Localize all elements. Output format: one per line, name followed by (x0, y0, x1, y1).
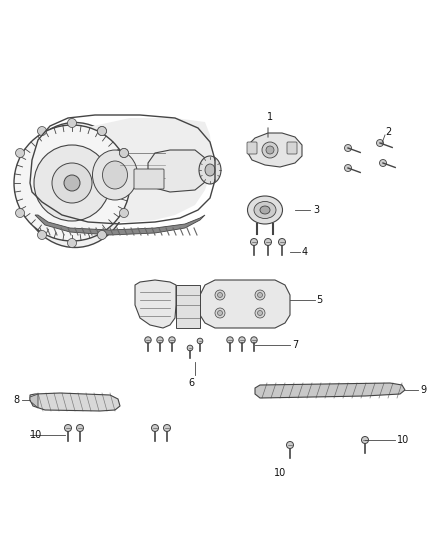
Ellipse shape (102, 161, 127, 189)
Circle shape (15, 149, 25, 157)
Circle shape (145, 337, 151, 343)
Ellipse shape (205, 164, 215, 176)
Circle shape (218, 293, 223, 297)
Circle shape (14, 125, 130, 241)
Circle shape (187, 345, 193, 351)
Circle shape (52, 163, 92, 203)
Circle shape (98, 126, 106, 135)
Polygon shape (148, 150, 208, 192)
Text: 10: 10 (397, 435, 409, 445)
Circle shape (15, 208, 25, 217)
Circle shape (38, 126, 46, 135)
Ellipse shape (199, 156, 221, 184)
Ellipse shape (247, 196, 283, 224)
Circle shape (67, 118, 77, 127)
Circle shape (345, 144, 352, 151)
Circle shape (38, 230, 46, 239)
Text: 10: 10 (274, 468, 286, 478)
Text: 1: 1 (267, 112, 273, 122)
Circle shape (67, 238, 77, 247)
Circle shape (266, 146, 274, 154)
Circle shape (255, 308, 265, 318)
Circle shape (251, 238, 258, 246)
Ellipse shape (20, 123, 130, 247)
Text: 8: 8 (14, 395, 20, 405)
Circle shape (345, 165, 352, 172)
Polygon shape (30, 393, 120, 411)
Circle shape (120, 149, 128, 157)
Text: 2: 2 (385, 127, 391, 137)
Circle shape (120, 149, 128, 157)
Circle shape (255, 290, 265, 300)
Circle shape (64, 175, 80, 191)
Circle shape (152, 424, 159, 432)
FancyBboxPatch shape (134, 169, 164, 189)
Circle shape (286, 441, 293, 448)
Circle shape (227, 337, 233, 343)
Circle shape (98, 126, 106, 135)
Circle shape (379, 159, 386, 166)
Circle shape (239, 337, 245, 343)
FancyBboxPatch shape (287, 142, 297, 154)
FancyBboxPatch shape (247, 142, 257, 154)
Polygon shape (200, 280, 290, 328)
Circle shape (258, 293, 262, 297)
Circle shape (265, 238, 272, 246)
Polygon shape (176, 285, 200, 328)
Circle shape (361, 437, 368, 443)
Ellipse shape (254, 201, 276, 219)
Circle shape (377, 140, 384, 147)
Circle shape (120, 208, 128, 217)
Text: 4: 4 (302, 247, 308, 257)
Circle shape (163, 424, 170, 432)
Text: 5: 5 (316, 295, 322, 305)
Circle shape (197, 338, 203, 344)
Circle shape (34, 145, 110, 221)
Circle shape (215, 308, 225, 318)
Ellipse shape (260, 206, 270, 214)
Circle shape (77, 424, 84, 432)
Circle shape (215, 290, 225, 300)
Circle shape (157, 337, 163, 343)
Circle shape (218, 311, 223, 316)
Circle shape (279, 238, 286, 246)
Polygon shape (248, 133, 302, 167)
Text: 6: 6 (188, 378, 194, 388)
Circle shape (98, 230, 106, 239)
Polygon shape (35, 215, 205, 235)
Circle shape (258, 311, 262, 316)
Circle shape (169, 337, 175, 343)
Text: 9: 9 (420, 385, 426, 395)
Circle shape (64, 424, 71, 432)
Polygon shape (30, 394, 38, 408)
Text: 10: 10 (30, 430, 42, 440)
Ellipse shape (92, 150, 138, 200)
Text: 7: 7 (292, 340, 298, 350)
Text: 3: 3 (313, 205, 319, 215)
Polygon shape (30, 118, 212, 222)
Circle shape (251, 337, 257, 343)
Polygon shape (135, 280, 176, 328)
Circle shape (262, 142, 278, 158)
Polygon shape (255, 383, 405, 398)
